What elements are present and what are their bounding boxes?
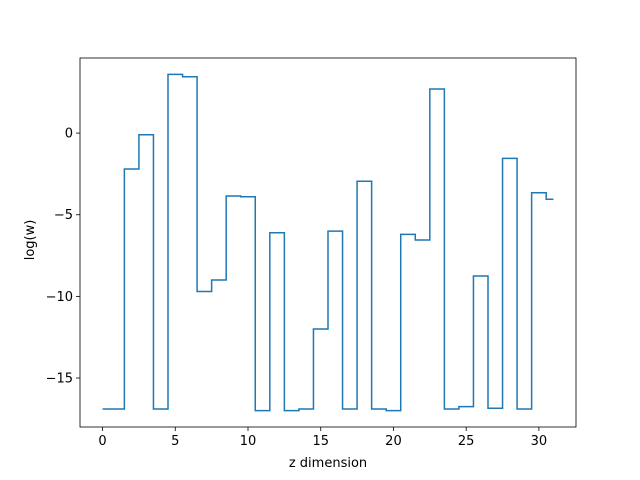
x-tick-label: 30 [531,434,548,449]
series-line-0 [102,73,554,412]
y-tick-label: −5 [54,208,73,223]
y-tick-label: −10 [46,290,73,305]
x-tick-label: 5 [171,434,179,449]
x-tick-label: 10 [240,434,257,449]
y-tick-label: 0 [65,127,73,142]
axes-frame [79,57,577,428]
x-tick-label: 25 [458,434,475,449]
y-axis-label: log(w) [23,220,38,261]
axes [79,57,577,428]
x-tick-label: 0 [98,434,106,449]
plot-area [102,73,554,412]
y-tick-label: −15 [46,372,73,387]
x-tick-label: 15 [312,434,329,449]
ticks: 0 5 10 15 20 25 30 −15 −10 −5 0 [46,127,548,449]
x-tick-label: 20 [385,434,402,449]
x-axis-label: z dimension [289,456,367,471]
